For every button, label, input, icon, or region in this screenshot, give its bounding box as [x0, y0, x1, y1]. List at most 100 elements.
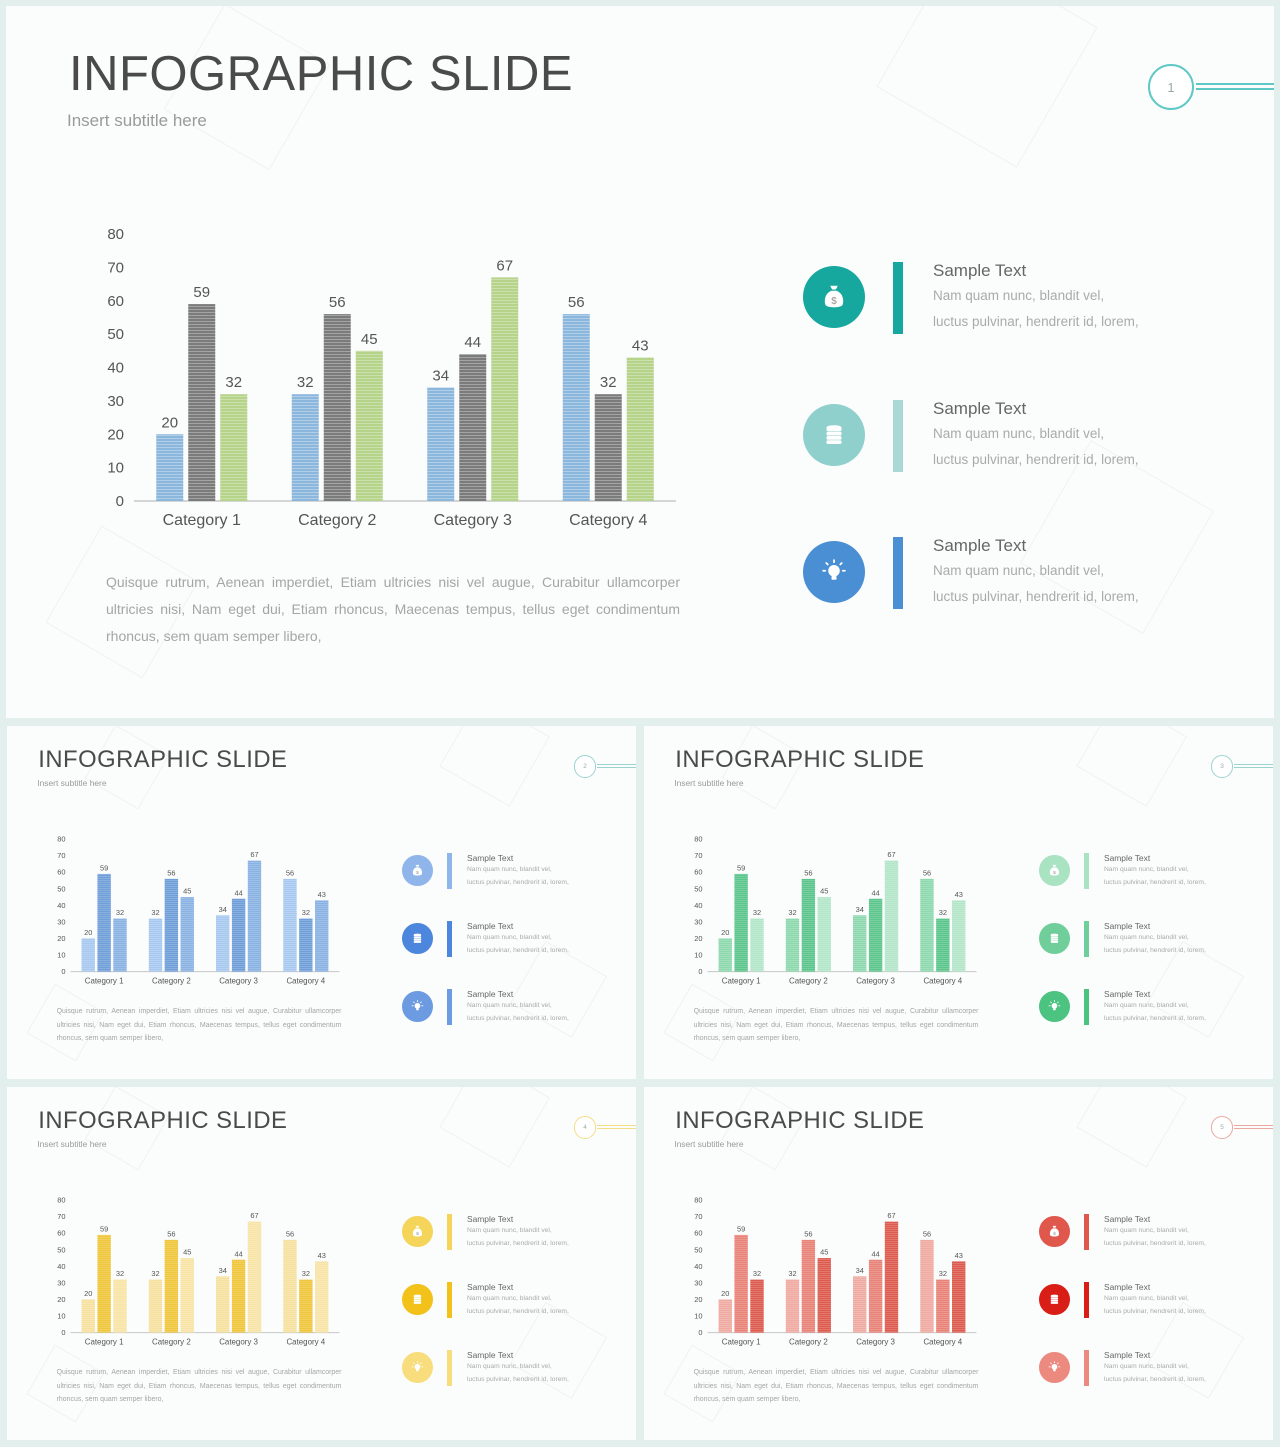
- money-bag-icon: $: [1050, 1225, 1060, 1237]
- category-label: Category 2: [152, 977, 191, 986]
- bar-value-label: 44: [871, 888, 879, 897]
- lightbulb-icon: [412, 1000, 424, 1011]
- bar: [936, 1279, 950, 1333]
- bar: [626, 357, 654, 501]
- bar-value-label: 59: [193, 284, 210, 301]
- money-bag-badge: $: [1039, 1216, 1071, 1247]
- slide-title: INFOGRAPHIC SLIDE: [675, 745, 925, 773]
- sample-text-line: luctus pulvinar, hendrerit id, lorem,: [1103, 1239, 1206, 1247]
- sample-text-title: Sample Text: [1103, 920, 1151, 931]
- bar: [817, 1258, 831, 1333]
- slide-subtitle: Insert subtitle here: [674, 778, 744, 789]
- bar: [801, 1239, 816, 1333]
- bar-value-label: 32: [302, 908, 310, 917]
- lightbulb-badge: [803, 541, 865, 603]
- slide-number-line: [1234, 764, 1273, 768]
- lightbulb-badge: [402, 991, 434, 1023]
- y-tick-label: 40: [694, 901, 702, 910]
- sample-text-title: Sample Text: [466, 1213, 514, 1224]
- coin-stack-badge: [803, 403, 865, 466]
- bar: [299, 918, 313, 972]
- slide-5: INFOGRAPHIC SLIDE Insert subtitle here 5 0 1…: [644, 1087, 1273, 1440]
- bar: [594, 394, 622, 501]
- bar-value-label: 56: [923, 1229, 931, 1238]
- category-label: Category 1: [722, 1338, 761, 1347]
- bar: [853, 915, 867, 972]
- bar: [164, 1239, 179, 1333]
- bar: [247, 1221, 262, 1333]
- sample-text-line: Nam quam nunc, blandit vel,: [1103, 1295, 1189, 1303]
- sample-text-line: Nam quam nunc, blandit vel,: [1103, 865, 1189, 873]
- sample-text-title: Sample Text: [466, 1349, 514, 1360]
- coin-stack-badge: [402, 1284, 434, 1315]
- bar-value-label: 44: [234, 888, 242, 897]
- bar: [817, 897, 831, 972]
- bar: [718, 938, 732, 972]
- category-label: Category 3: [219, 1338, 258, 1347]
- bar: [81, 938, 95, 972]
- bar-value-label: 59: [100, 1224, 108, 1233]
- y-tick-label: 40: [694, 1262, 702, 1271]
- accent-bar: [893, 537, 903, 609]
- bar-value-label: 34: [856, 905, 864, 914]
- bar-value-label: 67: [250, 850, 258, 859]
- category-label: Category 3: [856, 1338, 895, 1347]
- y-tick-label: 70: [694, 1212, 702, 1221]
- category-label: Category 4: [286, 1338, 325, 1347]
- bar-value-label: 32: [788, 908, 796, 917]
- bar: [180, 1258, 194, 1333]
- bar: [291, 394, 319, 501]
- sample-text-line: Nam quam nunc, blandit vel,: [933, 425, 1105, 441]
- slide-number-badge: 3: [1210, 754, 1234, 778]
- lightbulb-badge: [1039, 991, 1071, 1023]
- y-tick-label: 0: [698, 967, 702, 976]
- sample-text-title: Sample Text: [466, 1281, 514, 1292]
- y-tick-label: 60: [694, 868, 702, 877]
- bar: [355, 350, 383, 501]
- slide-number-line: [597, 1125, 636, 1129]
- bar: [81, 1299, 95, 1333]
- y-tick-label: 70: [57, 851, 65, 860]
- sample-text-line: Nam quam nunc, blandit vel,: [933, 288, 1105, 303]
- bar-value-label: 56: [923, 868, 931, 877]
- bar: [216, 1276, 230, 1333]
- bar-chart: 0 10 20 30 40 50 60 70 80 20 59 32 Category 1 32 56 45 C…: [107, 226, 676, 529]
- accent-bar: [447, 921, 453, 957]
- bar-chart: 0 10 20 30 40 50 60 70 80 20 59 32 Category 1 32 56 45 C…: [57, 835, 340, 986]
- y-tick-label: 80: [694, 1196, 702, 1205]
- bar-value-label: 45: [820, 887, 828, 896]
- slide-title: INFOGRAPHIC SLIDE: [38, 1106, 288, 1134]
- money-bag-badge: $: [803, 266, 865, 328]
- bar-value-label: 56: [804, 1229, 812, 1238]
- coin-stack-icon: [414, 1294, 422, 1305]
- y-tick-label: 80: [57, 1196, 65, 1205]
- y-tick-label: 20: [107, 426, 124, 443]
- bar: [734, 873, 748, 972]
- bar-value-label: 32: [225, 374, 242, 391]
- slide-subtitle: Insert subtitle here: [67, 111, 207, 130]
- bar: [491, 277, 519, 501]
- sample-text-title: Sample Text: [933, 261, 1027, 280]
- y-tick-label: 30: [57, 1278, 65, 1287]
- sample-text-line: Nam quam nunc, blandit vel,: [466, 865, 552, 873]
- lightbulb-badge: [1039, 1352, 1071, 1384]
- y-tick-label: 40: [107, 360, 124, 377]
- sample-text-line: Nam quam nunc, blandit vel,: [1103, 1002, 1189, 1010]
- bar: [884, 860, 899, 972]
- bar-chart: 0 10 20 30 40 50 60 70 80 20 59 32 Category 1 32 56 45 C…: [694, 835, 977, 986]
- sample-text-line: luctus pulvinar, hendrerit id, lorem,: [1103, 1376, 1206, 1384]
- y-tick-label: 10: [57, 1312, 65, 1321]
- y-tick-label: 80: [57, 835, 65, 844]
- bar-value-label: 20: [721, 928, 729, 937]
- lightbulb-icon: [412, 1361, 424, 1372]
- slide-number-badge: 1: [1148, 64, 1194, 110]
- bar: [750, 918, 764, 972]
- bar: [936, 918, 950, 972]
- bar-value-label: 20: [84, 928, 92, 937]
- bar: [299, 1279, 313, 1333]
- bar: [785, 918, 800, 972]
- y-tick-label: 20: [57, 934, 65, 943]
- bar: [283, 878, 297, 972]
- bar-value-label: 45: [183, 1248, 191, 1257]
- y-tick-label: 30: [694, 1278, 702, 1287]
